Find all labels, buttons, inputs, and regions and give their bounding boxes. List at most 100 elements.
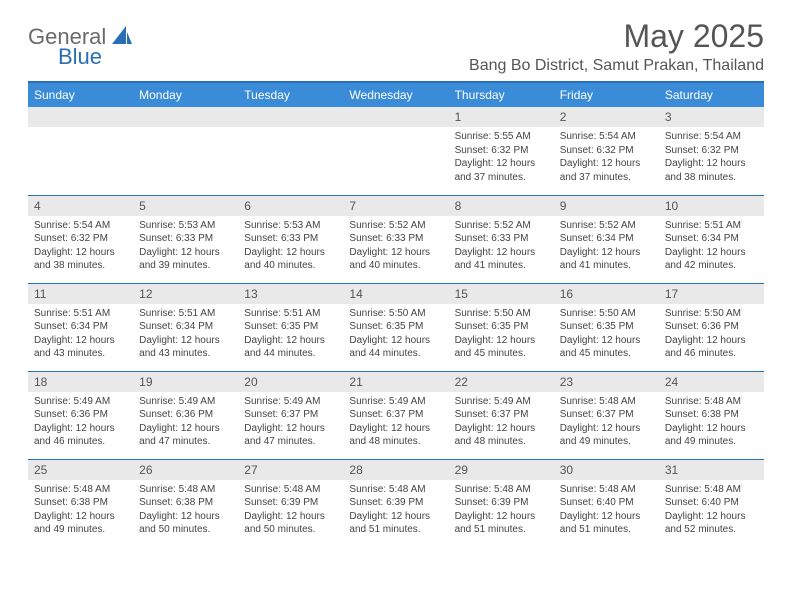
sunrise-line: Sunrise: 5:48 AM [560,395,653,409]
sunrise-line: Sunrise: 5:54 AM [34,219,127,233]
daylight-line: Daylight: 12 hours and 45 minutes. [455,334,548,361]
daylight-line: Daylight: 12 hours and 51 minutes. [560,510,653,537]
col-thursday: Thursday [449,83,554,107]
sunrise-line: Sunrise: 5:48 AM [665,395,758,409]
logo-sail-icon [112,26,132,49]
daynum: 3 [659,107,764,127]
daynum: 12 [133,284,238,304]
cell-body: Sunrise: 5:54 AMSunset: 6:32 PMDaylight:… [659,127,764,190]
sunset-line: Sunset: 6:37 PM [560,408,653,422]
calendar-cell: 7Sunrise: 5:52 AMSunset: 6:33 PMDaylight… [343,195,448,283]
daylight-line: Daylight: 12 hours and 50 minutes. [244,510,337,537]
daylight-line: Daylight: 12 hours and 39 minutes. [139,246,232,273]
sunrise-line: Sunrise: 5:53 AM [139,219,232,233]
daylight-line: Daylight: 12 hours and 43 minutes. [139,334,232,361]
calendar-cell: 17Sunrise: 5:50 AMSunset: 6:36 PMDayligh… [659,283,764,371]
calendar-body: 1Sunrise: 5:55 AMSunset: 6:32 PMDaylight… [28,107,764,547]
sunset-line: Sunset: 6:33 PM [244,232,337,246]
calendar-cell: 2Sunrise: 5:54 AMSunset: 6:32 PMDaylight… [554,107,659,195]
sunset-line: Sunset: 6:38 PM [139,496,232,510]
daylight-line: Daylight: 12 hours and 41 minutes. [560,246,653,273]
daynum: 7 [343,196,448,216]
daynum: 26 [133,460,238,480]
cell-body: Sunrise: 5:50 AMSunset: 6:36 PMDaylight:… [659,304,764,367]
calendar-cell: 14Sunrise: 5:50 AMSunset: 6:35 PMDayligh… [343,283,448,371]
sunrise-line: Sunrise: 5:51 AM [139,307,232,321]
sunset-line: Sunset: 6:36 PM [665,320,758,334]
cell-body: Sunrise: 5:52 AMSunset: 6:33 PMDaylight:… [449,216,554,279]
daynum: 10 [659,196,764,216]
calendar-cell [343,107,448,195]
sunset-line: Sunset: 6:40 PM [560,496,653,510]
sunset-line: Sunset: 6:32 PM [665,144,758,158]
sunrise-line: Sunrise: 5:49 AM [244,395,337,409]
cell-body: Sunrise: 5:51 AMSunset: 6:34 PMDaylight:… [28,304,133,367]
daylight-line: Daylight: 12 hours and 43 minutes. [34,334,127,361]
cell-body: Sunrise: 5:55 AMSunset: 6:32 PMDaylight:… [449,127,554,190]
cell-body: Sunrise: 5:49 AMSunset: 6:36 PMDaylight:… [133,392,238,455]
sunset-line: Sunset: 6:37 PM [349,408,442,422]
calendar-cell: 28Sunrise: 5:48 AMSunset: 6:39 PMDayligh… [343,459,448,547]
daylight-line: Daylight: 12 hours and 48 minutes. [349,422,442,449]
daynum: 25 [28,460,133,480]
sunrise-line: Sunrise: 5:52 AM [455,219,548,233]
sunset-line: Sunset: 6:38 PM [34,496,127,510]
col-saturday: Saturday [659,83,764,107]
calendar-header-row: Sunday Monday Tuesday Wednesday Thursday… [28,83,764,107]
calendar-row: 11Sunrise: 5:51 AMSunset: 6:34 PMDayligh… [28,283,764,371]
cell-body: Sunrise: 5:48 AMSunset: 6:39 PMDaylight:… [238,480,343,543]
daynum: 29 [449,460,554,480]
calendar-cell: 9Sunrise: 5:52 AMSunset: 6:34 PMDaylight… [554,195,659,283]
cell-body: Sunrise: 5:49 AMSunset: 6:37 PMDaylight:… [449,392,554,455]
cell-body: Sunrise: 5:48 AMSunset: 6:40 PMDaylight:… [659,480,764,543]
sunset-line: Sunset: 6:39 PM [244,496,337,510]
daylight-line: Daylight: 12 hours and 42 minutes. [665,246,758,273]
daynum: 14 [343,284,448,304]
col-friday: Friday [554,83,659,107]
cell-body: Sunrise: 5:48 AMSunset: 6:38 PMDaylight:… [133,480,238,543]
calendar-row: 4Sunrise: 5:54 AMSunset: 6:32 PMDaylight… [28,195,764,283]
sunrise-line: Sunrise: 5:48 AM [665,483,758,497]
calendar-cell: 19Sunrise: 5:49 AMSunset: 6:36 PMDayligh… [133,371,238,459]
sunrise-line: Sunrise: 5:48 AM [139,483,232,497]
daylight-line: Daylight: 12 hours and 49 minutes. [34,510,127,537]
sunrise-line: Sunrise: 5:51 AM [34,307,127,321]
daynum: 8 [449,196,554,216]
cell-body: Sunrise: 5:49 AMSunset: 6:36 PMDaylight:… [28,392,133,455]
calendar-row: 25Sunrise: 5:48 AMSunset: 6:38 PMDayligh… [28,459,764,547]
calendar-cell: 3Sunrise: 5:54 AMSunset: 6:32 PMDaylight… [659,107,764,195]
sunset-line: Sunset: 6:32 PM [560,144,653,158]
daynum: 15 [449,284,554,304]
daylight-line: Daylight: 12 hours and 52 minutes. [665,510,758,537]
daynum: 5 [133,196,238,216]
calendar-cell [238,107,343,195]
cell-body: Sunrise: 5:49 AMSunset: 6:37 PMDaylight:… [343,392,448,455]
daynum: 18 [28,372,133,392]
sunset-line: Sunset: 6:34 PM [139,320,232,334]
col-wednesday: Wednesday [343,83,448,107]
sunrise-line: Sunrise: 5:50 AM [455,307,548,321]
calendar-cell: 29Sunrise: 5:48 AMSunset: 6:39 PMDayligh… [449,459,554,547]
sunrise-line: Sunrise: 5:54 AM [560,130,653,144]
cell-body: Sunrise: 5:50 AMSunset: 6:35 PMDaylight:… [449,304,554,367]
daynum: 27 [238,460,343,480]
sunset-line: Sunset: 6:39 PM [455,496,548,510]
sunrise-line: Sunrise: 5:50 AM [665,307,758,321]
daynum: 23 [554,372,659,392]
calendar-cell: 13Sunrise: 5:51 AMSunset: 6:35 PMDayligh… [238,283,343,371]
daynum: 20 [238,372,343,392]
daynum: 16 [554,284,659,304]
sunset-line: Sunset: 6:33 PM [349,232,442,246]
sunset-line: Sunset: 6:38 PM [665,408,758,422]
sunset-line: Sunset: 6:33 PM [139,232,232,246]
col-sunday: Sunday [28,83,133,107]
calendar-cell: 15Sunrise: 5:50 AMSunset: 6:35 PMDayligh… [449,283,554,371]
daynum: 11 [28,284,133,304]
daylight-line: Daylight: 12 hours and 47 minutes. [244,422,337,449]
location-subtitle: Bang Bo District, Samut Prakan, Thailand [469,57,764,75]
sunrise-line: Sunrise: 5:48 AM [560,483,653,497]
sunrise-line: Sunrise: 5:48 AM [34,483,127,497]
sunset-line: Sunset: 6:36 PM [34,408,127,422]
sunrise-line: Sunrise: 5:50 AM [560,307,653,321]
calendar-cell: 27Sunrise: 5:48 AMSunset: 6:39 PMDayligh… [238,459,343,547]
